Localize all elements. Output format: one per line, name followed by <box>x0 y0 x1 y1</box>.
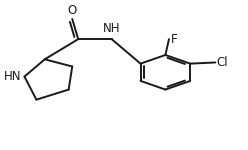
Text: O: O <box>68 4 77 17</box>
Text: F: F <box>171 33 178 46</box>
Text: HN: HN <box>4 70 22 83</box>
Text: NH: NH <box>103 22 120 35</box>
Text: Cl: Cl <box>217 56 228 69</box>
